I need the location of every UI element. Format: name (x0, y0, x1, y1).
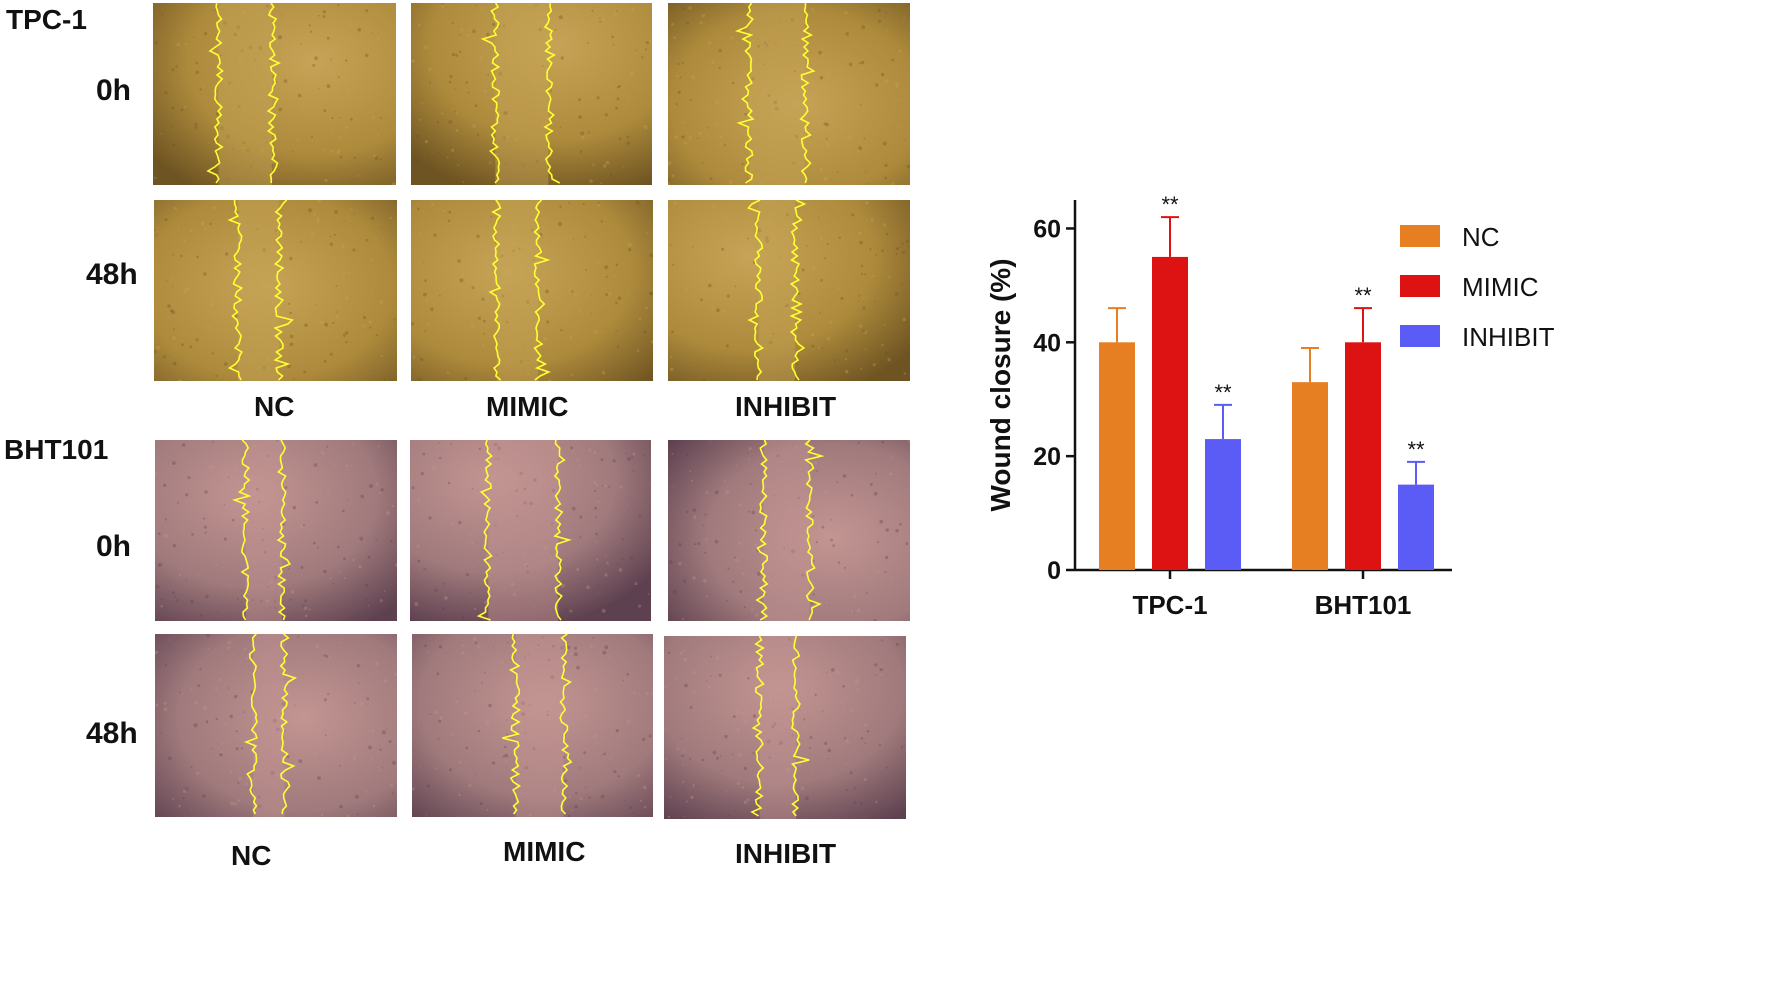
legend-label-mimic: MIMIC (1462, 272, 1539, 302)
column-label-tpc1-inhibit: INHIBIT (735, 391, 837, 422)
legend-swatch-mimic (1400, 275, 1440, 297)
significance-label: ** (1214, 380, 1232, 405)
row-label-tpc1-48h: 48h (86, 258, 138, 291)
bar-nc (1099, 342, 1135, 570)
bar-mimic (1345, 342, 1381, 570)
column-label-tpc1-mimic: MIMIC (486, 391, 569, 422)
y-tick-label: 60 (1033, 215, 1061, 243)
column-label-bht101-mimic: MIMIC (503, 836, 586, 867)
bar-nc (1292, 382, 1328, 570)
row-label-bht101-0h: 0h (96, 530, 132, 563)
bar-mimic (1152, 256, 1188, 570)
micrograph-bht101-0h-nc (155, 440, 397, 621)
y-tick-label: 40 (1033, 329, 1061, 357)
micrograph-tpc1-0h-mimic (411, 3, 652, 185)
micrograph-bht101-48h-mimic (412, 634, 653, 817)
y-axis-title: Wound closure (%) (985, 258, 1016, 511)
legend-swatch-inhibit (1400, 325, 1440, 347)
micrograph-bht101-0h-mimic (410, 440, 651, 621)
significance-label: ** (1407, 437, 1425, 462)
significance-label: ** (1161, 192, 1179, 217)
micrograph-tpc1-48h-nc (154, 200, 397, 381)
bar-inhibit (1398, 484, 1434, 570)
micrograph-tpc1-0h-nc (153, 3, 396, 185)
group-label-bht101: BHT101 (4, 434, 109, 465)
legend-label-inhibit: INHIBIT (1462, 322, 1555, 352)
wound-closure-bar-chart: 0 20 40 60 Wound closure (%) TPC-1 ** ** BHT101 *… (985, 192, 1555, 620)
column-label-bht101-nc: NC (231, 840, 272, 871)
micrograph-bht101-48h-nc (155, 634, 397, 817)
y-tick-label: 0 (1047, 557, 1061, 585)
micrograph-bht101-48h-inhibit (664, 636, 906, 819)
column-label-bht101-inhibit: INHIBIT (735, 838, 837, 869)
bar-inhibit (1205, 439, 1241, 570)
legend-label-nc: NC (1462, 222, 1500, 252)
micrograph-bht101-0h-inhibit (668, 440, 910, 621)
x-tick-label: TPC-1 (1132, 590, 1207, 620)
group-label-tpc1: TPC-1 (6, 4, 87, 35)
significance-label: ** (1354, 283, 1372, 308)
row-label-bht101-48h: 48h (86, 717, 138, 750)
row-label-tpc1-0h: 0h (96, 74, 132, 107)
micrograph-tpc1-0h-inhibit (668, 3, 910, 185)
legend-swatch-nc (1400, 225, 1440, 247)
micrograph-tpc1-48h-inhibit (668, 200, 910, 381)
column-label-tpc1-nc: NC (254, 391, 295, 422)
y-tick-label: 20 (1033, 443, 1061, 471)
x-tick-label: BHT101 (1315, 590, 1412, 620)
micrograph-tpc1-48h-mimic (411, 200, 653, 381)
